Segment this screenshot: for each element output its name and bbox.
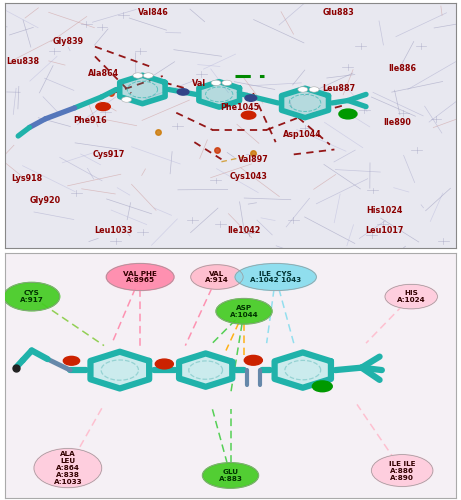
- Circle shape: [313, 381, 332, 392]
- Ellipse shape: [191, 265, 243, 289]
- Ellipse shape: [372, 454, 433, 486]
- Circle shape: [242, 112, 256, 119]
- Circle shape: [133, 73, 143, 78]
- Circle shape: [155, 359, 173, 369]
- Text: Val897: Val897: [238, 155, 268, 164]
- Text: Asp1044: Asp1044: [284, 130, 322, 140]
- Text: Ala864: Ala864: [89, 69, 119, 78]
- Text: Leu1033: Leu1033: [94, 226, 132, 235]
- Text: Phe916: Phe916: [74, 116, 107, 124]
- Text: Phe1045: Phe1045: [220, 104, 259, 112]
- Text: His1024: His1024: [366, 206, 402, 215]
- Circle shape: [245, 95, 257, 101]
- Circle shape: [298, 87, 308, 92]
- Ellipse shape: [34, 448, 102, 488]
- Ellipse shape: [106, 264, 174, 290]
- Circle shape: [211, 80, 221, 86]
- Text: Ile890: Ile890: [384, 118, 412, 127]
- Text: Leu887: Leu887: [322, 84, 355, 93]
- Circle shape: [63, 356, 80, 365]
- Text: Ile1042: Ile1042: [227, 226, 261, 235]
- Text: VAL
A:914: VAL A:914: [205, 270, 229, 283]
- Text: Gly839: Gly839: [52, 37, 83, 46]
- Ellipse shape: [216, 298, 272, 324]
- Text: Glu883: Glu883: [323, 8, 355, 17]
- Polygon shape: [199, 82, 240, 107]
- Polygon shape: [120, 76, 165, 104]
- Circle shape: [339, 109, 357, 119]
- Text: Val: Val: [192, 79, 206, 88]
- Text: Ile886: Ile886: [388, 64, 416, 73]
- Circle shape: [222, 80, 232, 86]
- Polygon shape: [179, 354, 232, 387]
- Ellipse shape: [4, 282, 60, 311]
- Text: VAL PHE
A:8965: VAL PHE A:8965: [123, 270, 157, 283]
- Text: CYS
A:917: CYS A:917: [20, 290, 44, 303]
- Ellipse shape: [385, 284, 437, 309]
- Text: HIS
A:1024: HIS A:1024: [397, 290, 426, 303]
- Text: Cys917: Cys917: [92, 150, 125, 159]
- Text: Lys918: Lys918: [12, 174, 43, 184]
- Text: Leu838: Leu838: [6, 57, 39, 66]
- Circle shape: [96, 102, 110, 110]
- Circle shape: [122, 97, 131, 102]
- Circle shape: [244, 356, 262, 365]
- Text: ILE  CYS
A:1042 1043: ILE CYS A:1042 1043: [250, 270, 301, 283]
- Text: Val846: Val846: [138, 8, 169, 17]
- Text: Gly920: Gly920: [30, 196, 61, 205]
- Text: Cys1043: Cys1043: [230, 172, 267, 181]
- Polygon shape: [90, 352, 149, 389]
- Ellipse shape: [202, 462, 259, 488]
- Text: Leu1017: Leu1017: [365, 226, 403, 235]
- Ellipse shape: [235, 264, 316, 290]
- Circle shape: [177, 88, 189, 95]
- Polygon shape: [275, 352, 331, 388]
- Text: GLU
A:883: GLU A:883: [219, 469, 242, 482]
- Circle shape: [309, 87, 319, 92]
- Circle shape: [143, 73, 153, 78]
- Text: ALA
LEU
A:864
A:838
A:1033: ALA LEU A:864 A:838 A:1033: [53, 451, 82, 485]
- Polygon shape: [282, 88, 329, 118]
- Text: ILE ILE
A:886
A:890: ILE ILE A:886 A:890: [389, 460, 415, 480]
- Text: ASP
A:1044: ASP A:1044: [230, 305, 258, 318]
